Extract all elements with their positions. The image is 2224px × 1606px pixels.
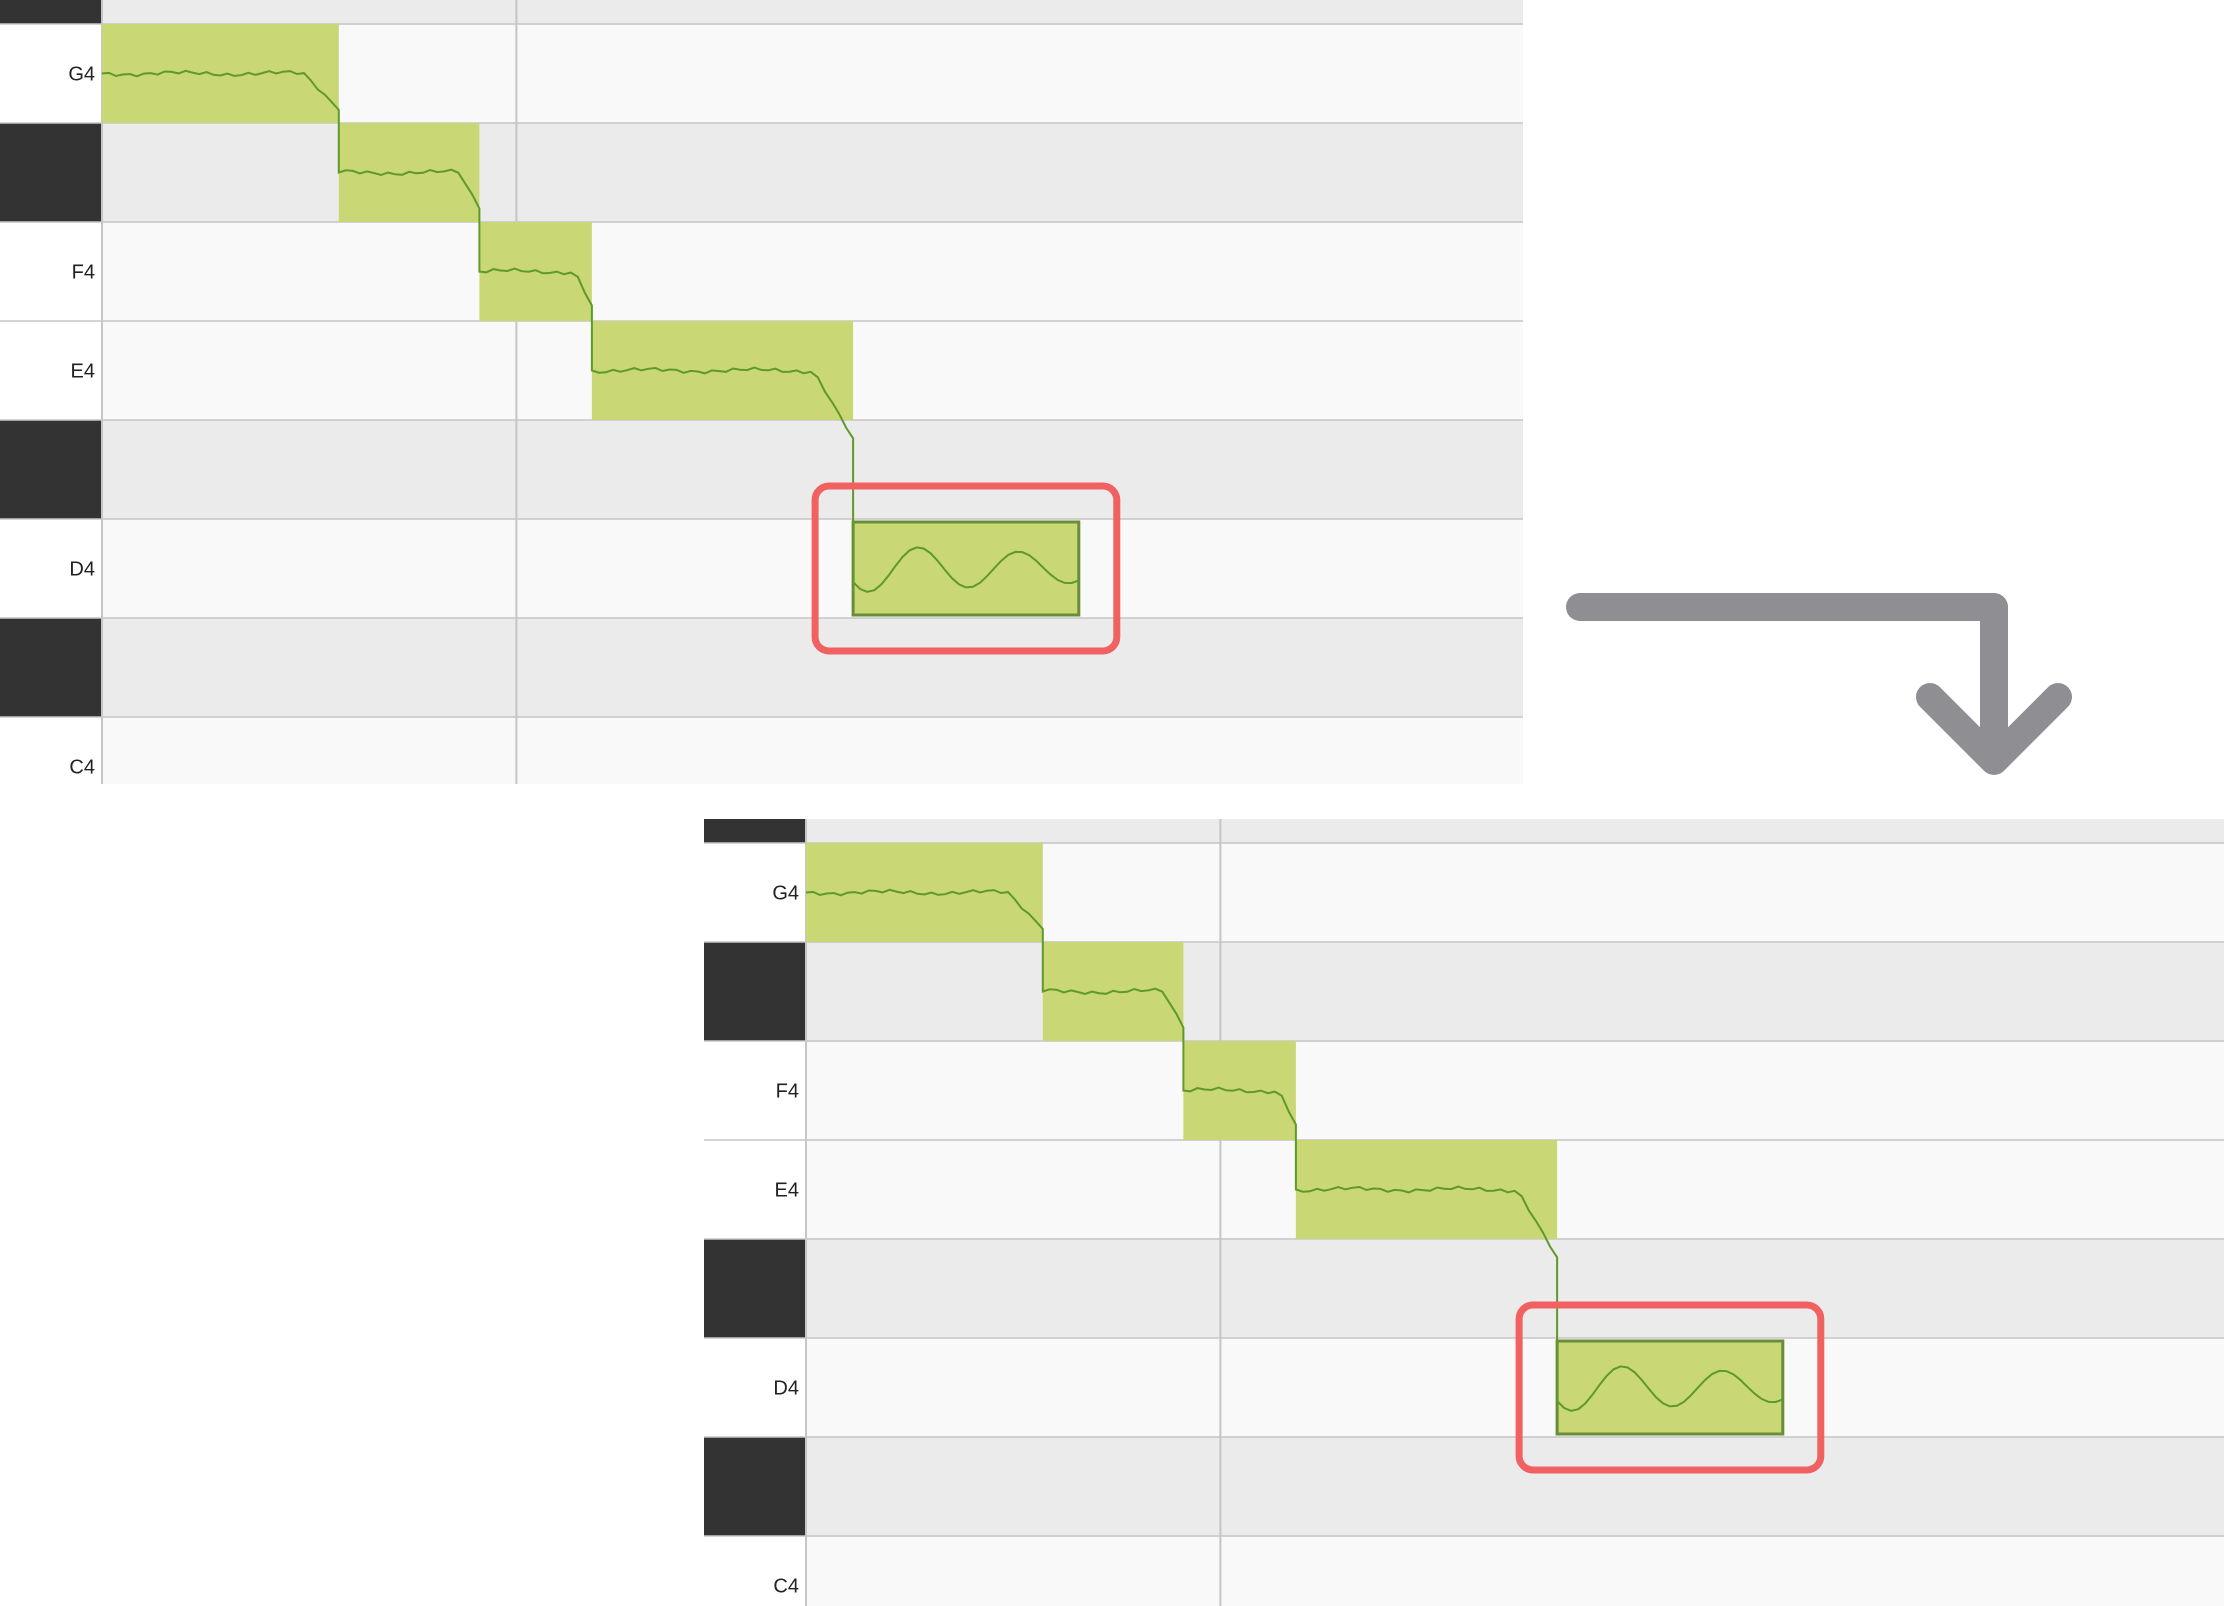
key-label-e4: E4 [775, 1180, 799, 1202]
key-label-c4: C4 [773, 1576, 799, 1598]
white-key[interactable] [704, 1536, 806, 1606]
piano-roll-canvas[interactable]: G4 F4 E4 D4 C4 [0, 0, 1523, 784]
lane-row [102, 0, 1523, 24]
key-label-d4: D4 [773, 1378, 799, 1400]
white-key[interactable] [704, 843, 806, 942]
white-key[interactable] [0, 519, 102, 618]
arrow-shaft [1566, 593, 2008, 767]
pitch-curve [805, 888, 1784, 1412]
lane-row [102, 123, 1523, 222]
note-block[interactable] [479, 222, 592, 321]
lane-row [102, 24, 1523, 123]
black-key[interactable] [704, 1437, 806, 1536]
white-key[interactable] [704, 1041, 806, 1140]
black-key[interactable] [0, 420, 102, 519]
white-key[interactable] [0, 717, 102, 784]
key-label-e4: E4 [71, 361, 95, 383]
key-label-g4: G4 [68, 64, 95, 86]
black-key[interactable] [0, 0, 102, 24]
piano-roll-before[interactable]: G4 F4 E4 D4 C4 [0, 0, 1523, 784]
piano-roll-canvas[interactable]: G4 F4 E4 D4 C4 [704, 819, 2224, 1606]
key-label-g4: G4 [772, 883, 799, 905]
note-block-selected[interactable] [1555, 1339, 1785, 1436]
arrow-head [1916, 683, 2072, 775]
key-label-f4: F4 [776, 1081, 799, 1103]
white-key[interactable] [704, 1140, 806, 1239]
white-key[interactable] [704, 1338, 806, 1437]
key-label-d4: D4 [69, 559, 95, 581]
black-key[interactable] [704, 819, 806, 843]
lane-row [806, 1536, 2224, 1606]
pitch-curve [101, 69, 1080, 593]
white-key[interactable] [0, 24, 102, 123]
black-key[interactable] [0, 123, 102, 222]
lane-row [806, 1239, 2224, 1338]
black-key[interactable] [0, 618, 102, 717]
key-label-c4: C4 [69, 757, 95, 779]
lane-row [806, 1041, 2224, 1140]
black-key[interactable] [704, 942, 806, 1041]
note-block[interactable] [1183, 1041, 1296, 1140]
lane-row [102, 717, 1523, 784]
lane-row [806, 942, 2224, 1041]
white-key[interactable] [0, 321, 102, 420]
corner-down-arrow-icon [1566, 593, 2072, 775]
lane-row [806, 1338, 2224, 1437]
lane-row [102, 222, 1523, 321]
white-key[interactable] [0, 222, 102, 321]
black-key[interactable] [704, 1239, 806, 1338]
key-label-f4: F4 [72, 262, 95, 284]
highlight-box [811, 482, 1121, 655]
highlight-box [1515, 1301, 1825, 1474]
piano-roll-after[interactable]: G4 F4 E4 D4 C4 [704, 819, 2224, 1606]
lane-row [806, 1437, 2224, 1536]
lane-row [806, 819, 2224, 843]
